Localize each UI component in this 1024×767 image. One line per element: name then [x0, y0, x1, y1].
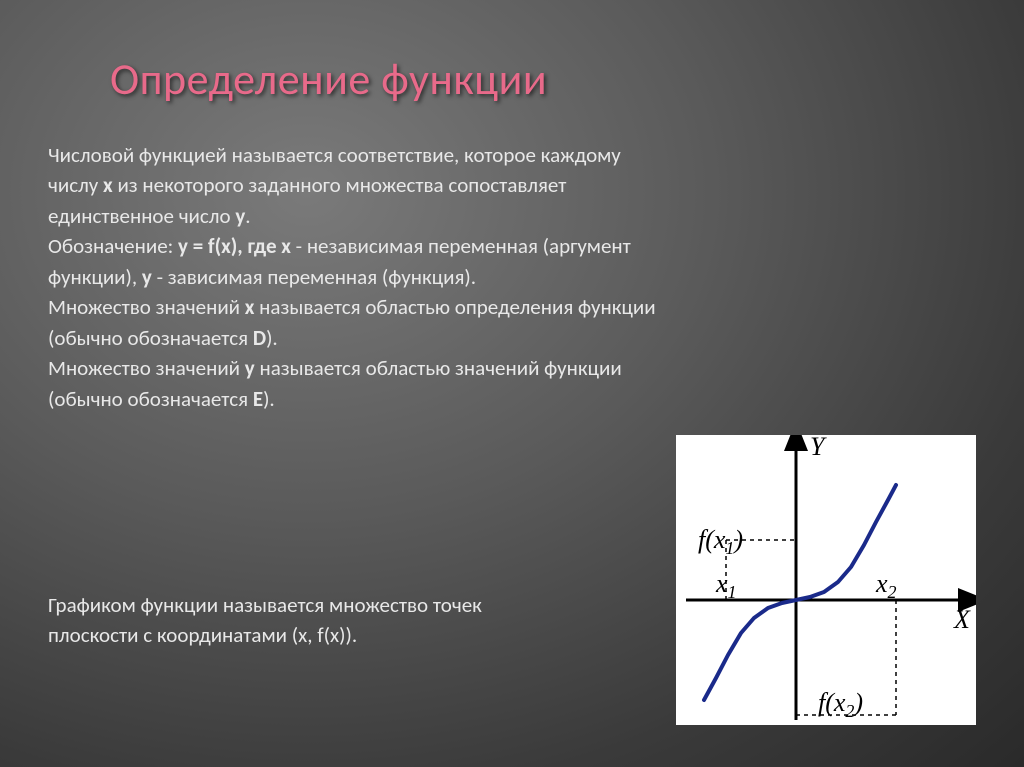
text-segment: Множество значений — [48, 355, 245, 381]
text-segment: ). — [266, 325, 278, 351]
text-segment: y — [142, 264, 152, 290]
text-segment: - зависимая переменная (функция). — [152, 264, 476, 290]
text-segment: ). — [263, 386, 275, 412]
text-segment: (x, f(x)) — [292, 622, 352, 648]
text-segment: D — [253, 325, 266, 351]
text-segment: числу — [48, 172, 103, 198]
function-graph: Y Xf(x1) x1 x2 f(x2) — [676, 435, 976, 725]
text-segment: называется областью значений функции — [255, 355, 622, 381]
text-segment: из некоторого заданного множества сопост… — [113, 172, 567, 198]
svg-text:x2: x2 — [875, 569, 897, 602]
body-line: Обозначение: y = f(x), где x - независим… — [48, 231, 968, 261]
text-segment: y — [245, 355, 255, 381]
text-segment: у — [235, 203, 245, 229]
text-segment: - независимая переменная (аргумент — [291, 233, 631, 259]
body-line: Множество значений y называется областью… — [48, 353, 968, 383]
body-line: единственное число у. — [48, 201, 968, 231]
slide-title: Определение функции — [110, 52, 547, 106]
definition-body: Числовой функцией называется соответстви… — [48, 140, 968, 414]
svg-text:f(x2): f(x2) — [818, 688, 863, 721]
text-segment: x — [245, 294, 255, 320]
text-segment: . — [352, 622, 357, 648]
graph-svg: Y Xf(x1) x1 x2 f(x2) — [676, 435, 976, 725]
text-segment: функции), — [48, 264, 142, 290]
text-segment: (обычно обозначается — [48, 386, 253, 412]
svg-text:X: X — [953, 605, 971, 634]
text-segment: y = f(x), где x — [178, 233, 291, 259]
text-segment: . — [245, 203, 250, 229]
svg-text:f(x1): f(x1) — [698, 525, 743, 558]
body-line: Множество значений x называется областью… — [48, 292, 968, 322]
text-segment: Числовой функцией называется соответстви… — [48, 142, 621, 168]
text-segment: (обычно обозначается — [48, 325, 253, 351]
graph-caption: Графиком функции называется множество то… — [48, 590, 548, 651]
text-segment: называется областью определения функции — [254, 294, 655, 320]
caption-line: Графиком функции называется множество то… — [48, 590, 548, 651]
body-line: функции), y - зависимая переменная (функ… — [48, 262, 968, 292]
body-line: Числовой функцией называется соответстви… — [48, 140, 968, 170]
svg-text:x1: x1 — [715, 569, 737, 602]
svg-text:Y: Y — [810, 435, 827, 461]
body-line: числу х из некоторого заданного множеств… — [48, 170, 968, 200]
body-line: (обычно обозначается E). — [48, 384, 968, 414]
text-segment: Графиком функции называется множество то… — [48, 592, 482, 648]
body-line: (обычно обозначается D). — [48, 323, 968, 353]
text-segment: Множество значений — [48, 294, 245, 320]
text-segment: единственное число — [48, 203, 235, 229]
text-segment: х — [103, 172, 113, 198]
text-segment: E — [253, 386, 263, 412]
text-segment: Обозначение: — [48, 233, 178, 259]
